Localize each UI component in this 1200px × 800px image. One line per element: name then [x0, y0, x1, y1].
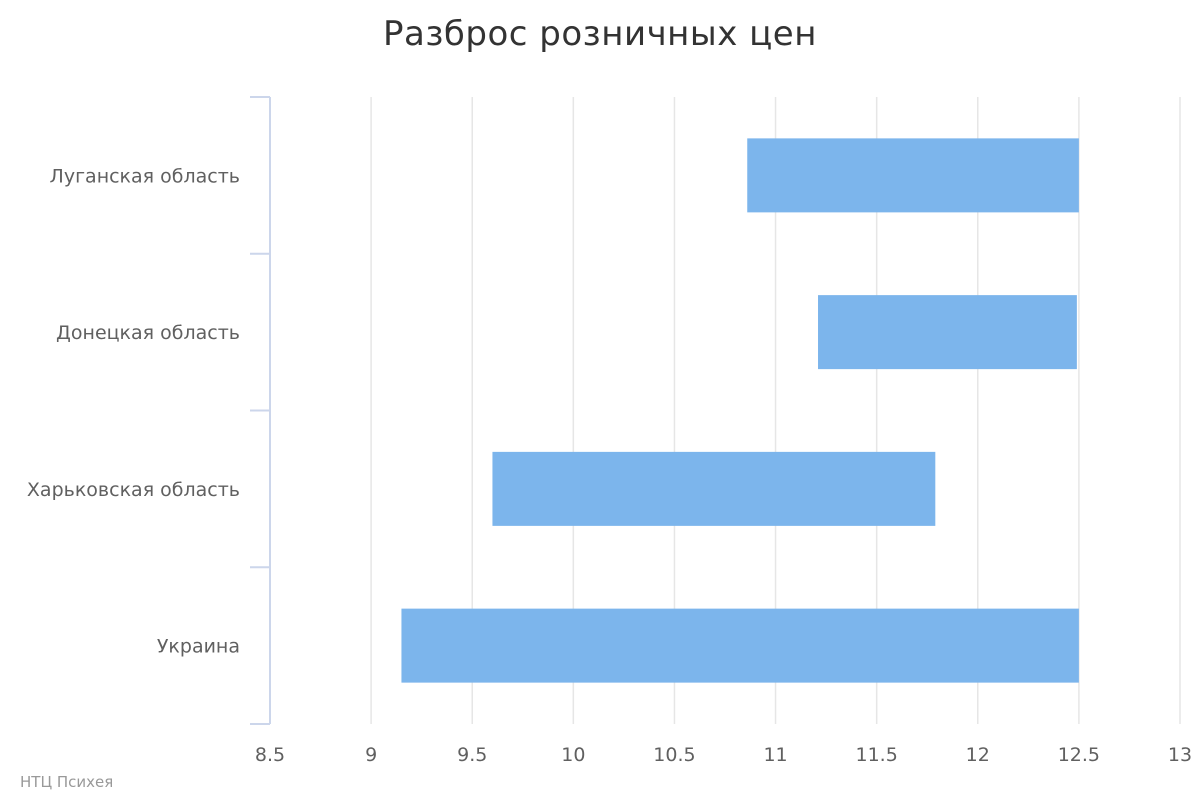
x-tick-label: 9.5 [457, 744, 487, 766]
x-tick-label: 9 [365, 744, 377, 766]
x-tick-label: 11.5 [856, 744, 898, 766]
category-label: Донецкая область [56, 322, 240, 344]
x-tick-label: 11 [763, 744, 787, 766]
range-bars [401, 138, 1079, 683]
value-tick-labels: 8.5 9 9.5 10 10.5 11 11.5 12 12.5 13 [255, 744, 1192, 766]
chart-title: Разброс розничных цен [383, 14, 817, 54]
range-bar[interactable] [747, 138, 1079, 213]
range-bar[interactable] [492, 451, 936, 526]
category-label: Харьковская область [27, 479, 240, 501]
range-bar[interactable] [401, 608, 1079, 683]
x-tick-label: 10 [561, 744, 585, 766]
category-labels: Луганская область Донецкая область Харьков… [27, 165, 240, 657]
x-tick-label: 12.5 [1058, 744, 1100, 766]
range-bar[interactable] [818, 295, 1077, 370]
category-axis [250, 96, 271, 725]
category-label: Луганская область [50, 165, 240, 187]
x-tick-label: 13 [1168, 744, 1192, 766]
x-tick-label: 10.5 [653, 744, 695, 766]
x-tick-label: 12 [966, 744, 990, 766]
category-label: Украина [157, 636, 240, 658]
credits-text: НТЦ Психея [20, 773, 114, 791]
x-tick-label: 8.5 [255, 744, 285, 766]
